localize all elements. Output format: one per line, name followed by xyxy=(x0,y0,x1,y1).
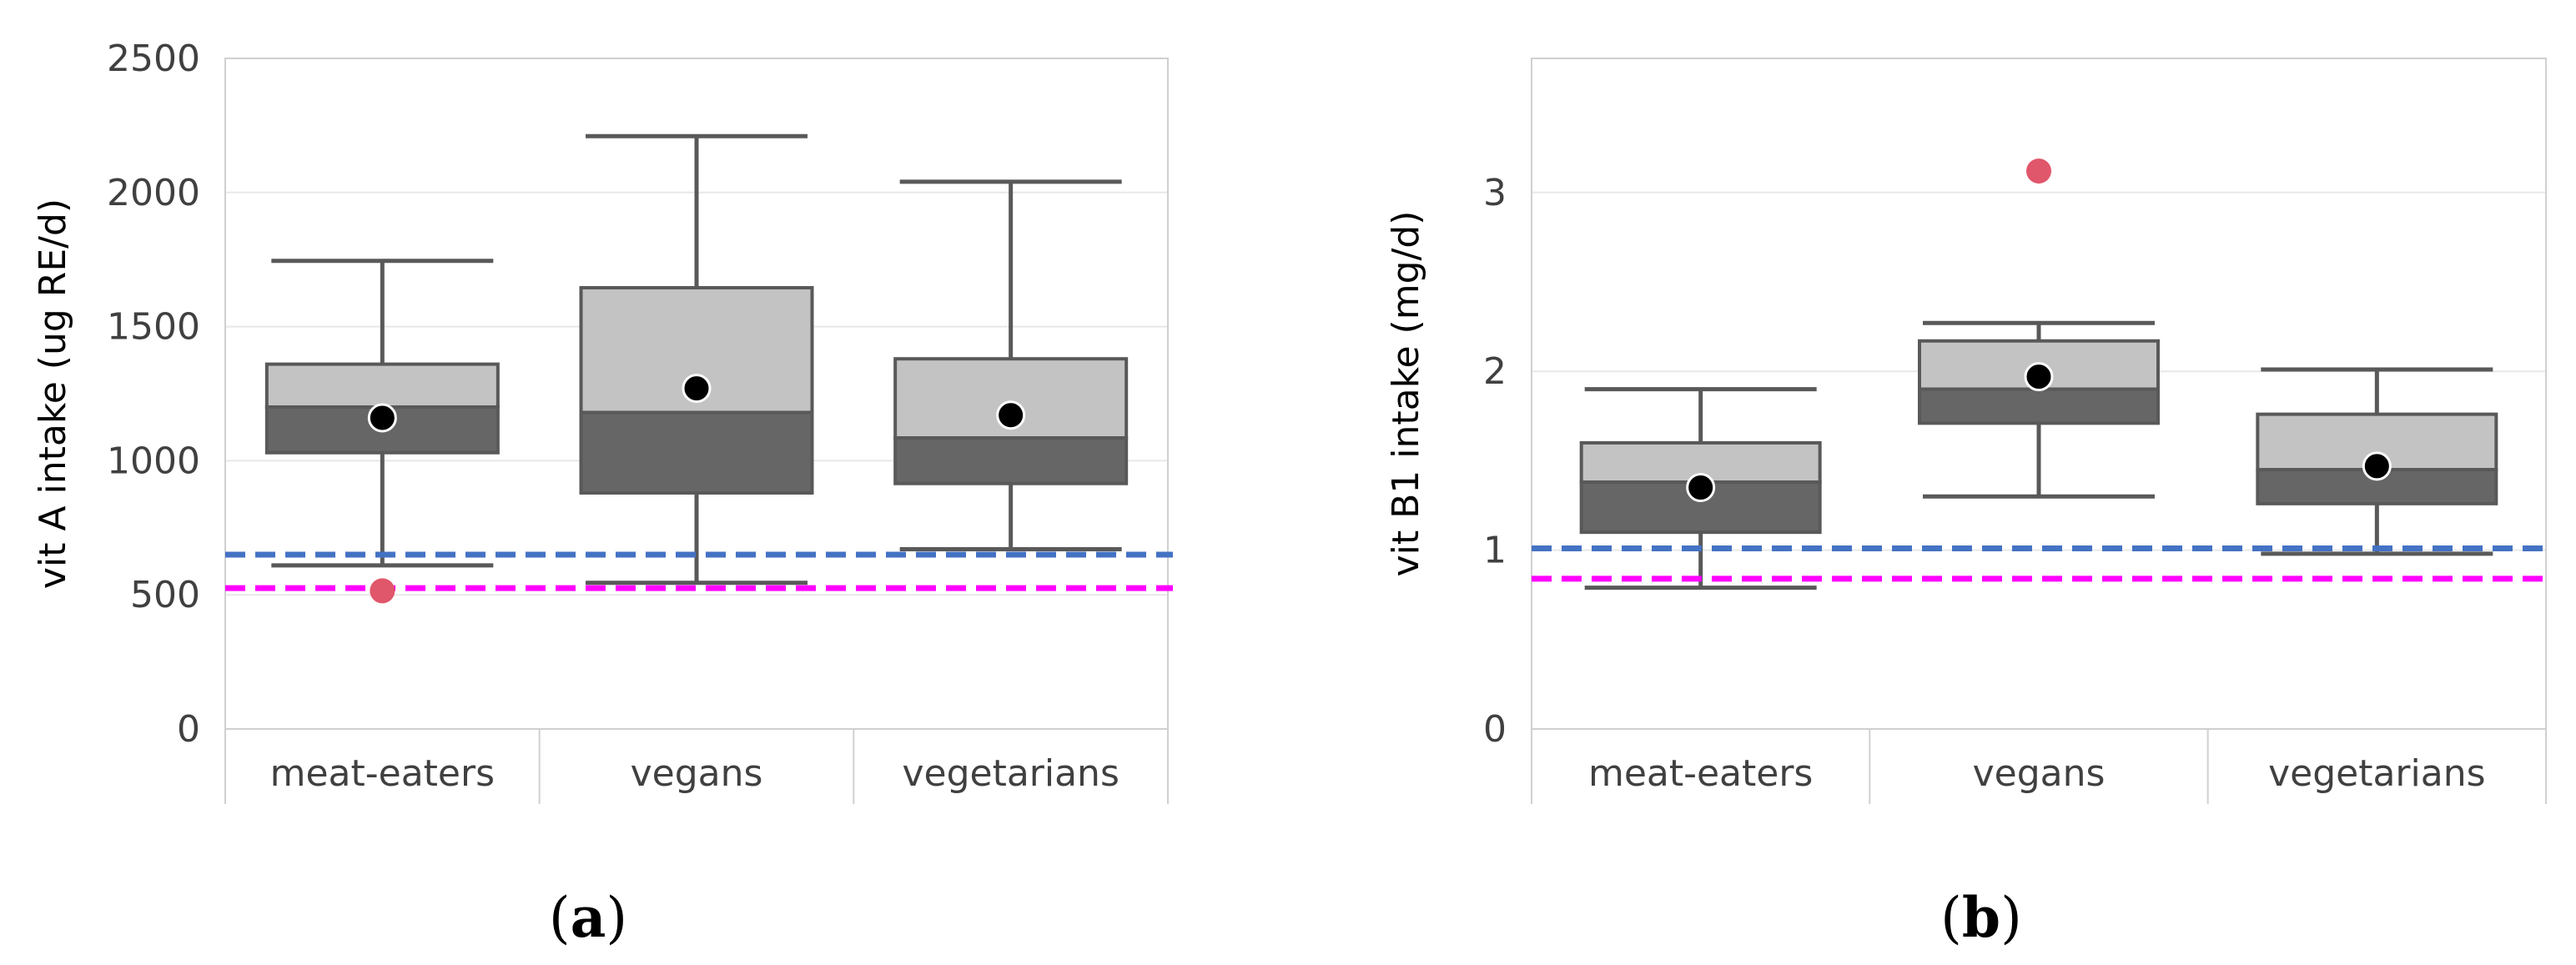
y-axis-title: vit A intake (ug RE/d) xyxy=(32,199,74,589)
y-tick-label: 0 xyxy=(1483,708,1507,751)
y-tick-label: 500 xyxy=(130,574,200,616)
x-category-label: vegans xyxy=(1973,752,2106,795)
box-lower-quartile xyxy=(893,436,1129,485)
y-axis-title: vit B1 intake (mg/d) xyxy=(1385,211,1427,577)
mean-marker xyxy=(2024,362,2054,392)
box-upper-quartile xyxy=(264,362,500,410)
y-tick-label: 2500 xyxy=(107,38,200,80)
panel-letter: a xyxy=(571,885,606,950)
panel-label: (b) xyxy=(1940,885,2022,950)
x-category-label: meat-eaters xyxy=(270,752,495,795)
y-tick-label: 2000 xyxy=(107,172,200,214)
box-vegans xyxy=(579,133,814,586)
x-category-label: vegetarians xyxy=(902,752,1119,795)
plot-frame xyxy=(1531,58,2547,730)
box-vegans xyxy=(1918,320,2160,499)
mean-marker xyxy=(2362,451,2392,481)
y-tick-label: 1 xyxy=(1483,530,1507,572)
outlier-point xyxy=(370,578,395,604)
mean-marker xyxy=(1686,473,1716,503)
panel-a-vit-a-chart: 0 500 1000 1500 2000 2500 vit A intake (ug RE/… xyxy=(32,38,1173,950)
mean-marker xyxy=(367,403,397,433)
outlier-point xyxy=(2026,158,2051,184)
y-tick-label: 0 xyxy=(177,708,200,751)
panel-letter: b xyxy=(1962,885,2000,950)
x-category-label: vegetarians xyxy=(2268,752,2485,795)
box-vegetarians xyxy=(893,179,1129,552)
box-lower-quartile xyxy=(579,410,814,495)
mean-marker xyxy=(996,400,1026,430)
x-category-label: vegans xyxy=(631,752,763,795)
y-tick-label: 2 xyxy=(1483,350,1507,393)
mean-marker xyxy=(682,374,712,404)
plot-frame xyxy=(224,58,1169,730)
box-vegetarians xyxy=(2256,367,2498,556)
panel-b-vit-b1-chart: 0 1 2 3 vit B1 intake (mg/d) meat-eaters vegan… xyxy=(1385,58,2551,950)
box-meat-eaters xyxy=(1579,387,1822,591)
x-category-label: meat-eaters xyxy=(1588,752,1813,795)
box-lower-quartile xyxy=(1918,387,2160,425)
panel-label: (a) xyxy=(549,885,627,950)
y-tick-label: 1000 xyxy=(107,440,200,482)
y-tick-label: 1500 xyxy=(107,306,200,349)
y-tick-label: 3 xyxy=(1483,172,1507,214)
